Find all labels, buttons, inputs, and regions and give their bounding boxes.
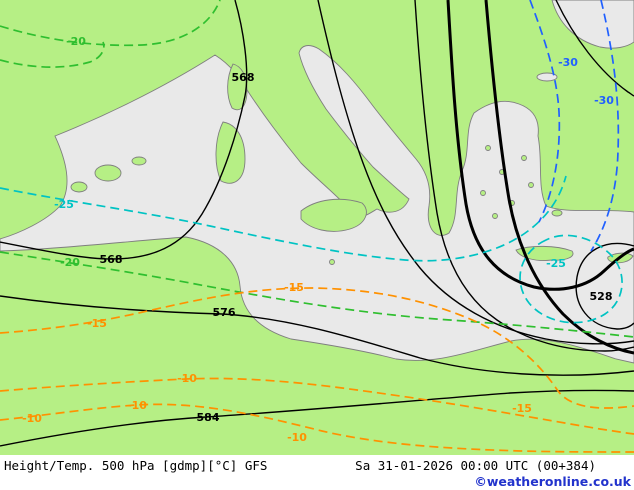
temp-label-m10-c: -10 [22, 412, 42, 425]
isohypse-thick-1 [446, 0, 634, 291]
temp-label-m25-west: -25 [54, 198, 74, 211]
isohypse-576 [0, 295, 634, 376]
isohypse-560 [317, 0, 634, 345]
isohypse-568 [0, 0, 248, 260]
island-sardinia [215, 121, 246, 184]
temp-label-m10-d: -10 [287, 431, 307, 444]
island-sicily [300, 198, 367, 232]
isohypse-trough-west [414, 0, 634, 352]
isotherm-minus20-north-b [0, 41, 105, 68]
temp-label-m30-b: -30 [594, 94, 614, 107]
footer: Height/Temp. 500 hPa [gdmp][°C] GFS Sa 3… [0, 455, 634, 490]
island-menorca [131, 156, 147, 166]
isohypse-thick-2 [484, 0, 634, 355]
isotherm-minus10-b [0, 403, 634, 453]
island-rhodes [551, 209, 563, 217]
island-ibiza [70, 181, 88, 193]
height-label-568-north: 568 [232, 71, 255, 84]
isohypse-584 [0, 389, 634, 447]
temp-label-m15-a: -15 [87, 317, 107, 330]
caption-row: Height/Temp. 500 hPa [gdmp][°C] GFS Sa 3… [0, 455, 634, 473]
contour-labels: 568 568 576 584 528 -20 -20 -25 -25 -30 … [22, 35, 614, 444]
map-title: Height/Temp. 500 hPa [gdmp][°C] GFS [4, 458, 268, 473]
temp-label-m10-b: -10 [127, 399, 147, 412]
height-label-568-west: 568 [100, 253, 123, 266]
sea-black-sea [551, 0, 634, 49]
aegean-islands [480, 145, 534, 219]
sea-marmara [536, 72, 558, 82]
islands-layer [70, 63, 634, 265]
height-label-584: 584 [197, 411, 220, 424]
island-crete [515, 245, 574, 261]
temp-label-m30-a: -30 [558, 56, 578, 69]
isotherm-minus25-closed [519, 234, 623, 324]
map-datetime: Sa 31-01-2026 00:00 UTC (00+384) [355, 458, 596, 473]
map-svg: 568 568 576 584 528 -20 -20 -25 -25 -30 … [0, 0, 634, 455]
isotherm-layer-minus30 [529, 0, 620, 252]
map-area: 568 568 576 584 528 -20 -20 -25 -25 -30 … [0, 0, 634, 455]
height-label-528: 528 [590, 290, 613, 303]
isotherm-minus30-a [529, 0, 561, 223]
isotherm-minus20-south [0, 251, 634, 338]
temp-label-m20-south: -20 [60, 256, 80, 269]
isohypse-528-closed-low [575, 242, 634, 330]
copyright-link[interactable]: ©weatheronline.co.uk [474, 474, 631, 489]
island-malta [329, 259, 335, 265]
isohypse-layer [0, 0, 634, 447]
isotherm-layer-minus25 [0, 175, 623, 324]
temp-label-m15-b: -15 [284, 281, 304, 294]
isotherm-minus20-north [0, 0, 221, 47]
isotherm-layer-minus10-15 [0, 287, 634, 453]
isohypse-northeast [555, 0, 634, 97]
temp-label-m25-east: -25 [546, 257, 566, 270]
isotherm-minus30-b [590, 0, 620, 252]
isotherm-layer-minus20 [0, 0, 634, 338]
isotherm-minus15 [0, 287, 634, 409]
temp-label-m10-a: -10 [177, 372, 197, 385]
height-label-576: 576 [213, 306, 236, 319]
island-mallorca [94, 164, 122, 182]
temp-label-m15-c: -15 [512, 402, 532, 415]
isotherm-minus25-west [0, 175, 567, 262]
temp-label-m20-north: -20 [66, 35, 86, 48]
isotherm-minus10-a [0, 377, 634, 435]
